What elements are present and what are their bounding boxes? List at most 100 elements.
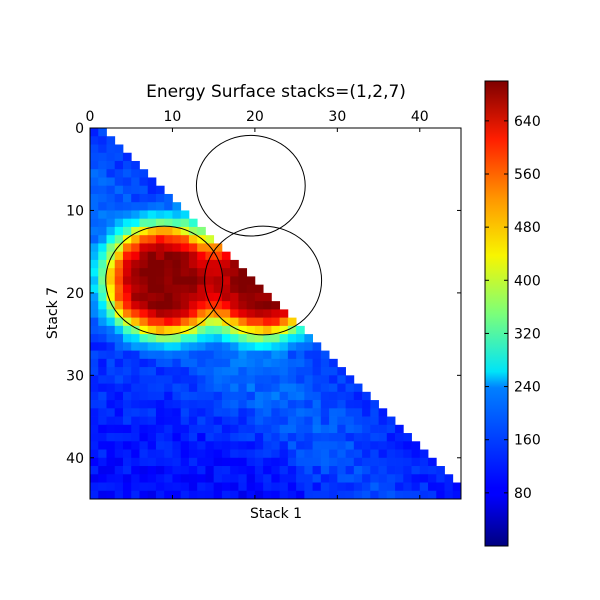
heatmap-cell	[345, 457, 355, 467]
heatmap-cell	[345, 449, 355, 459]
heatmap-cell	[213, 317, 223, 327]
heatmap-cell	[304, 342, 313, 351]
heatmap-cell	[436, 466, 445, 475]
heatmap-cell	[114, 466, 124, 475]
heatmap-cell	[304, 482, 313, 492]
heatmap-cell	[90, 185, 99, 195]
heatmap-cell	[139, 325, 149, 335]
heatmap-cell	[164, 268, 173, 277]
heatmap-cell	[362, 474, 371, 483]
heatmap-cell	[238, 457, 248, 467]
heatmap-cell	[90, 433, 99, 442]
y-axis: 0 10 20 30 40	[66, 121, 461, 467]
heatmap-cell	[353, 424, 363, 434]
heatmap-cell	[164, 317, 173, 327]
heatmap-cell	[320, 474, 330, 483]
heatmap-cell	[164, 235, 173, 244]
heatmap-cell	[205, 383, 215, 393]
heatmap-cell	[411, 449, 421, 459]
heatmap-cell	[230, 408, 239, 417]
heatmap-cell	[164, 400, 173, 409]
heatmap-cell	[197, 334, 206, 343]
heatmap-cell	[263, 441, 272, 450]
heatmap-cell	[230, 416, 239, 426]
heatmap-cell	[180, 218, 190, 228]
heatmap-cell	[98, 193, 107, 203]
heatmap-cell	[172, 284, 182, 294]
heatmap-cell	[172, 375, 182, 384]
heatmap-cell	[238, 449, 248, 459]
heatmap-cell	[122, 160, 132, 170]
heatmap-cell	[197, 309, 206, 319]
heatmap-cell	[98, 457, 107, 467]
heatmap-cell	[246, 350, 256, 360]
heatmap-cell	[122, 342, 132, 351]
heatmap-cell	[98, 301, 107, 310]
heatmap-cell	[164, 482, 173, 492]
heatmap-cell	[164, 334, 173, 343]
heatmap-cell	[444, 482, 454, 492]
heatmap-cell	[238, 424, 248, 434]
heatmap-cell	[403, 490, 412, 500]
heatmap-cell	[238, 466, 248, 475]
heatmap-cell	[296, 375, 305, 384]
heatmap-cell	[246, 466, 256, 475]
heatmap-cell	[139, 334, 149, 343]
heatmap-cell	[238, 268, 248, 277]
heatmap-cell	[164, 457, 173, 467]
heatmap-cell	[131, 259, 140, 269]
heatmap-cell	[345, 433, 355, 442]
heatmap-cell	[164, 193, 173, 203]
heatmap-cell	[147, 375, 157, 384]
heatmap-cell	[271, 482, 281, 492]
heatmap-cell	[147, 441, 157, 450]
heatmap-cell	[304, 416, 313, 426]
heatmap-cell	[329, 408, 338, 417]
heatmap-cell	[337, 383, 346, 393]
heatmap-cell	[221, 490, 231, 500]
heatmap-cell	[287, 474, 297, 483]
heatmap-cell	[131, 482, 140, 492]
heatmap-cell	[106, 383, 116, 393]
heatmap-cell	[98, 317, 107, 327]
heatmap-cell	[90, 317, 99, 327]
heatmap-cell	[378, 433, 388, 442]
heatmap-cell	[188, 259, 198, 269]
heatmap-cell	[205, 243, 215, 253]
heatmap-cell	[403, 474, 412, 483]
heatmap-cell	[114, 350, 124, 360]
heatmap-cell	[312, 391, 322, 401]
heatmap-cell	[246, 325, 256, 335]
heatmap-cell	[131, 276, 140, 286]
heatmap-cell	[131, 169, 140, 178]
heatmap-cell	[403, 433, 412, 442]
heatmap-cell	[246, 383, 256, 393]
heatmap-cell	[122, 317, 132, 327]
heatmap-cell	[254, 441, 264, 450]
heatmap-cell	[345, 383, 355, 393]
heatmap-cell	[378, 424, 388, 434]
heatmap-cell	[139, 449, 149, 459]
heatmap-cell	[114, 235, 124, 244]
heatmap-cell	[188, 284, 198, 294]
heatmap-cell	[205, 474, 215, 483]
heatmap-cell	[106, 367, 116, 376]
heatmap-cell	[452, 482, 462, 492]
heatmap-cell	[213, 243, 223, 253]
heatmap-cell	[378, 466, 388, 475]
heatmap-cell	[230, 358, 239, 368]
heatmap-cell	[122, 276, 132, 286]
heatmap-cell	[238, 325, 248, 335]
chart-title: Energy Surface stacks=(1,2,7)	[146, 82, 406, 102]
heatmap-cell	[370, 441, 379, 450]
heatmap-cell	[114, 144, 124, 154]
heatmap-cell	[411, 474, 421, 483]
heatmap-cell	[164, 408, 173, 417]
heatmap-cell	[114, 474, 124, 483]
heatmap-cell	[180, 268, 190, 277]
heatmap-cell	[180, 226, 190, 236]
heatmap-cell	[304, 490, 313, 500]
heatmap-cell	[411, 466, 421, 475]
heatmap-cell	[362, 424, 371, 434]
heatmap-cell	[139, 169, 149, 178]
